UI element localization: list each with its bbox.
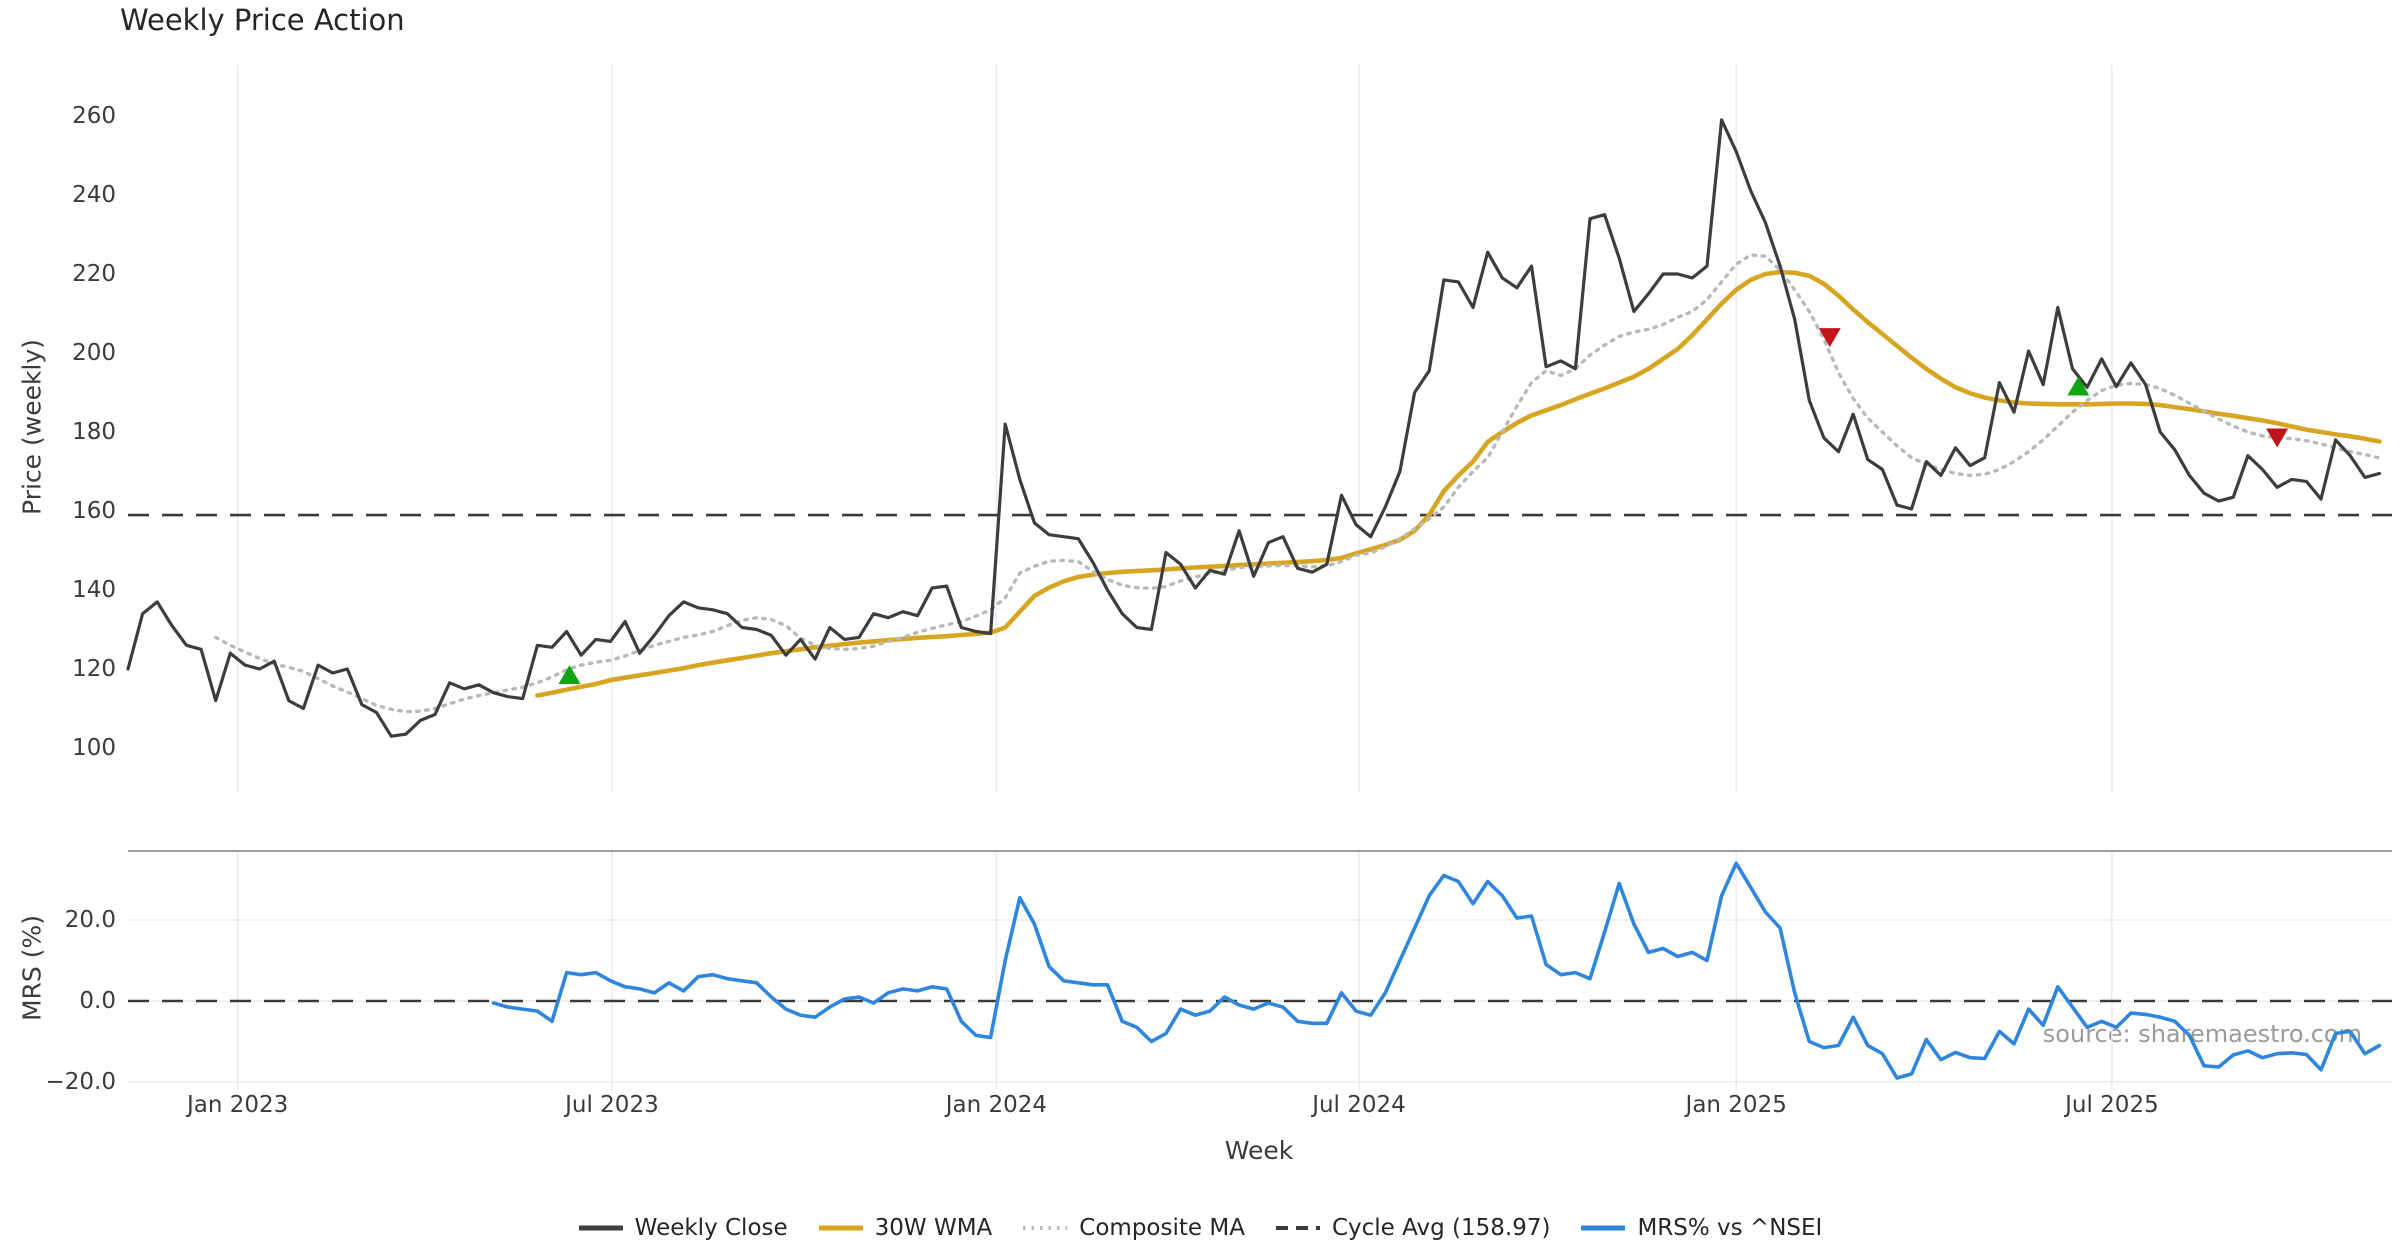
legend-swatch-icon [578, 1225, 623, 1231]
sell-marker [2266, 428, 2289, 448]
legend-swatch-icon [1581, 1225, 1626, 1231]
mrs-ytick-label: 20.0 [64, 907, 116, 933]
x-tick-label: Jan 2025 [1685, 1092, 1787, 1118]
legend-item-mrs-vs-nsei: MRS% vs ^NSEI [1580, 1215, 1822, 1241]
legend-swatch-icon [818, 1225, 863, 1231]
legend-item-cycle-avg-158-97: Cycle Avg (158.97) [1275, 1215, 1551, 1241]
x-tick-label: Jul 2025 [2065, 1092, 2159, 1118]
buy-marker [2067, 376, 2090, 396]
x-tick-label: Jan 2024 [945, 1092, 1048, 1118]
sell-marker [1818, 328, 1841, 348]
price-ytick-label: 220 [72, 260, 116, 287]
mrs-ytick-label: −20.0 [45, 1069, 116, 1095]
x-axis-label: Week [1224, 1136, 1294, 1165]
weekly-close-line [126, 118, 2382, 738]
chart-title: Weekly Price Action [120, 3, 405, 37]
legend-swatch-icon [1023, 1226, 1068, 1230]
price-ytick-label: 260 [72, 102, 116, 129]
price-ytick-label: 240 [72, 181, 116, 208]
buy-marker [558, 664, 581, 684]
legend-item-30w-wma: 30W WMA [818, 1215, 993, 1241]
legend-item-weekly-close: Weekly Close [578, 1215, 788, 1241]
legend: Weekly Close 30W WMA Composite MA Cycle Avg… [0, 1215, 2400, 1241]
price-ytick-label: 100 [72, 735, 116, 762]
legend-label: 30W WMA [874, 1215, 993, 1241]
x-tick-label: Jul 2023 [565, 1092, 659, 1118]
price-ytick-label: 120 [72, 656, 116, 683]
legend-item-composite-ma: Composite MA [1022, 1215, 1245, 1241]
legend-label: MRS% vs ^NSEI [1637, 1215, 1823, 1241]
legend-swatch-icon [1275, 1226, 1320, 1230]
price-ytick-label: 180 [72, 418, 116, 445]
legend-label: Composite MA [1079, 1215, 1245, 1241]
wma30-line [535, 269, 2382, 698]
price-ytick-label: 200 [72, 339, 116, 366]
mrs-ytick-label: 0.0 [79, 988, 116, 1014]
x-tick-label: Jul 2024 [1312, 1092, 1406, 1118]
legend-label: Weekly Close [634, 1215, 788, 1241]
price-ytick-label: 140 [72, 577, 116, 603]
legend-label: Cycle Avg (158.97) [1331, 1215, 1551, 1241]
mrs-line [491, 861, 2382, 1080]
x-tick-label: Jan 2023 [186, 1092, 289, 1118]
price-ytick-label: 160 [72, 498, 116, 524]
